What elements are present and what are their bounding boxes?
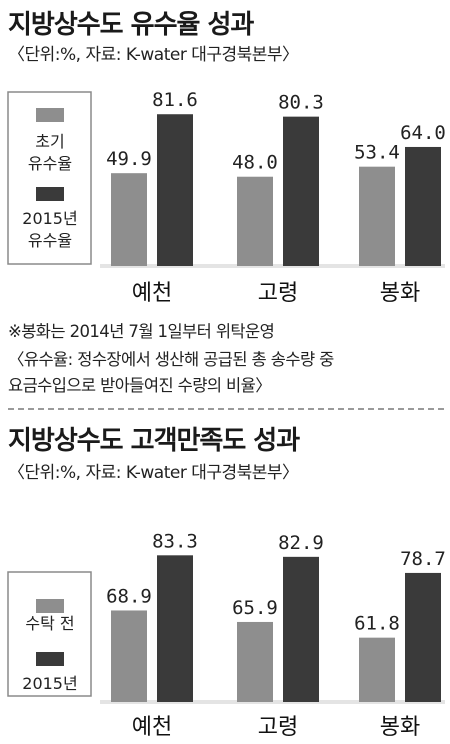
legend-label: 2015년 xyxy=(22,674,77,693)
value-label: 82.9 xyxy=(278,532,324,554)
bar-initial-0 xyxy=(111,173,147,266)
bar-latest-1 xyxy=(283,556,319,702)
legend-label: 유수율 xyxy=(28,231,72,250)
value-label: 65.9 xyxy=(232,597,278,619)
note-definition-1: 〈유수율: 정수장에서 생산해 공급된 총 송수량 중 xyxy=(8,350,334,369)
bar-latest-2 xyxy=(405,572,441,702)
note-bonghwa: ※봉화는 2014년 7월 1일부터 위탁운영 xyxy=(8,322,275,341)
bar-latest-0 xyxy=(157,114,193,266)
value-label: 49.9 xyxy=(106,148,152,170)
chart2-title: 지방상수도 고객만족도 성과 xyxy=(8,426,300,456)
bar-initial-1 xyxy=(237,621,273,702)
category-label: 고령 xyxy=(258,281,298,306)
legend-box xyxy=(7,571,92,697)
chart1-title: 지방상수도 유수율 성과 xyxy=(8,10,254,40)
category-label: 봉화 xyxy=(380,715,420,740)
value-label: 53.4 xyxy=(354,142,400,164)
legend-label: 2015년 xyxy=(22,209,77,228)
legend-label: 유수율 xyxy=(28,154,72,173)
value-label: 68.9 xyxy=(106,585,152,607)
value-label: 81.6 xyxy=(152,89,198,111)
category-label: 예천 xyxy=(132,281,172,306)
note-definition-2: 요금수입으로 받아들여진 수량의 비율〉 xyxy=(8,376,272,395)
bar-latest-0 xyxy=(157,555,193,702)
value-label: 78.7 xyxy=(400,548,446,570)
legend-swatch xyxy=(36,108,64,122)
section-divider xyxy=(8,408,444,410)
category-label: 봉화 xyxy=(380,281,420,306)
bar-initial-2 xyxy=(359,637,395,702)
category-label: 예천 xyxy=(132,715,172,740)
bar-initial-2 xyxy=(359,166,395,266)
value-label: 61.8 xyxy=(354,613,400,635)
chart1-subtitle: 〈단위:%, 자료: K-water 대구경북본부〉 xyxy=(8,45,299,65)
legend-swatch xyxy=(36,599,64,613)
customer-satisfaction-chart: 68.9 83.3 예천 65.9 82.9 고령 61.8 78.7 봉화 수탁 전 2015년 xyxy=(7,530,446,740)
value-label: 83.3 xyxy=(152,530,198,552)
legend-swatch xyxy=(36,652,64,666)
value-label: 64.0 xyxy=(400,122,446,144)
bar-latest-1 xyxy=(283,116,319,266)
chart2-subtitle: 〈단위:%, 자료: K-water 대구경북본부〉 xyxy=(8,463,299,483)
bar-initial-1 xyxy=(237,176,273,266)
legend-label: 초기 xyxy=(35,132,64,151)
value-label: 48.0 xyxy=(232,152,278,174)
legend-label: 수탁 전 xyxy=(25,614,74,633)
legend-swatch xyxy=(36,187,64,201)
bar-latest-2 xyxy=(405,146,441,266)
bar-initial-0 xyxy=(111,610,147,702)
category-label: 고령 xyxy=(258,715,298,740)
value-label: 80.3 xyxy=(278,92,324,114)
